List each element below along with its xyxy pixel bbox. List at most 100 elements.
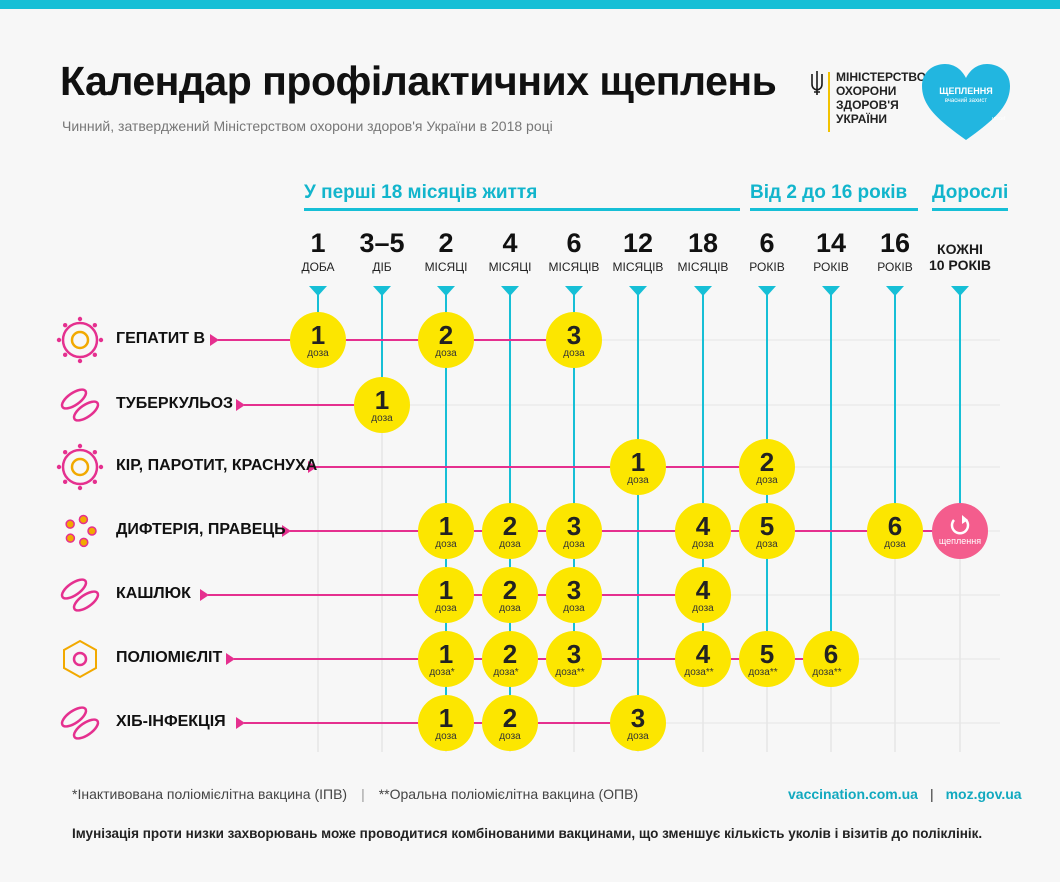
age-column-header: 4 МІСЯЦІ bbox=[470, 228, 550, 274]
dose-number: 1 bbox=[631, 447, 645, 477]
virus-spike bbox=[62, 322, 68, 328]
dose-label: доза** bbox=[684, 667, 713, 678]
bacterium-shape bbox=[60, 388, 88, 410]
section-2-16-years: Від 2 до 16 років bbox=[750, 182, 908, 203]
measles-icon bbox=[56, 443, 104, 491]
age-unit: ДОБА bbox=[301, 260, 335, 274]
dose-marker bbox=[675, 567, 731, 623]
footnote-ipv: *Інактивована поліомієлітна вакцина (ІПВ… bbox=[72, 786, 348, 802]
virus-spike bbox=[92, 322, 98, 328]
column-marker-triangle bbox=[373, 286, 391, 296]
dose-marker bbox=[418, 503, 474, 559]
dose-number: 2 bbox=[503, 511, 517, 541]
diphtheria-icon bbox=[65, 514, 97, 548]
link-vaccination[interactable]: vaccination.com.ua bbox=[788, 786, 918, 802]
row-arrow-icon bbox=[282, 525, 291, 537]
dose-marker bbox=[739, 439, 795, 495]
bacterium-shape bbox=[60, 706, 88, 728]
age-column-header: 12 МІСЯЦІВ bbox=[598, 228, 678, 274]
age-column-header: 2 МІСЯЦІ bbox=[406, 228, 486, 274]
age-unit: РОКІВ bbox=[877, 260, 913, 274]
dose-marker bbox=[675, 503, 731, 559]
dose-marker bbox=[739, 631, 795, 687]
disease-name: ДИФТЕРІЯ, ПРАВЕЦЬ bbox=[116, 521, 286, 538]
dose-marker bbox=[418, 631, 474, 687]
dose-label: доза bbox=[563, 539, 585, 550]
hib-icon bbox=[60, 706, 100, 740]
top-accent-bar bbox=[0, 0, 1060, 9]
virus-shape bbox=[61, 321, 99, 359]
dose-label: доза bbox=[692, 539, 714, 550]
particle-shape bbox=[65, 533, 76, 543]
pertussis-icon bbox=[60, 578, 100, 612]
dose-marker bbox=[867, 503, 923, 559]
virus-spike bbox=[98, 337, 104, 343]
core-shape bbox=[72, 651, 88, 667]
dose-label: доза bbox=[627, 731, 649, 742]
page-title: Календар профілактичних щеплень bbox=[60, 58, 777, 104]
dose-number: 5 bbox=[760, 511, 774, 541]
ministry-line: МІНІСТЕРСТВО bbox=[836, 70, 927, 84]
footnotes: *Інактивована поліомієлітна вакцина (ІПВ… bbox=[72, 786, 638, 802]
dose-marker bbox=[482, 503, 538, 559]
virus-spike bbox=[56, 464, 62, 470]
combined-vaccines-note: Імунізація проти низки захворювань може … bbox=[72, 826, 983, 841]
dose-label: доза bbox=[499, 603, 521, 614]
dose-number: 1 bbox=[439, 639, 453, 669]
ministry-line: ЗДОРОВ'Я bbox=[836, 98, 899, 112]
dose-number: 2 bbox=[503, 575, 517, 605]
age-unit: РОКІВ bbox=[749, 260, 785, 274]
column-marker-triangle bbox=[886, 286, 904, 296]
dose-number: 3 bbox=[567, 511, 581, 541]
dose-label: доза bbox=[563, 603, 585, 614]
virus-spike bbox=[92, 352, 98, 358]
age-column-header: 6 РОКІВ bbox=[727, 228, 807, 274]
dose-marker bbox=[610, 439, 666, 495]
dose-number: 3 bbox=[631, 703, 645, 733]
link-moz[interactable]: moz.gov.ua bbox=[945, 786, 1022, 802]
column-marker-triangle bbox=[822, 286, 840, 296]
section-underline bbox=[304, 208, 740, 211]
dose-number: 2 bbox=[503, 703, 517, 733]
virus-spike bbox=[92, 479, 98, 485]
column-marker-triangle bbox=[951, 286, 969, 296]
repeat-icon bbox=[950, 519, 970, 535]
dose-marker bbox=[482, 567, 538, 623]
row-arrow-icon bbox=[200, 589, 209, 601]
dose-number: 4 bbox=[696, 511, 711, 541]
age-number: 6 bbox=[566, 228, 582, 258]
ministry-name: МІНІСТЕРСТВО ОХОРОНИ ЗДОРОВ'Я УКРАЇНИ bbox=[836, 70, 927, 126]
age-column-header: 16 РОКІВ bbox=[855, 228, 935, 274]
dose-number: 6 bbox=[888, 511, 902, 541]
ministry-divider bbox=[828, 72, 830, 132]
age-number: КОЖНІ bbox=[937, 241, 983, 257]
booster-label: щеплення bbox=[939, 536, 981, 546]
dose-label: доза bbox=[756, 475, 778, 486]
virus-spike bbox=[56, 337, 62, 343]
column-marker-triangle bbox=[565, 286, 583, 296]
dose-number: 3 bbox=[567, 575, 581, 605]
age-number: 18 bbox=[687, 228, 719, 258]
dose-marker bbox=[418, 312, 474, 368]
age-number: 6 bbox=[759, 228, 775, 258]
dose-label: доза bbox=[307, 348, 329, 359]
dose-number: 5 bbox=[760, 639, 774, 669]
age-unit: МІСЯЦІ bbox=[488, 260, 532, 274]
dose-marker bbox=[546, 567, 602, 623]
ministry-line: УКРАЇНИ bbox=[836, 112, 888, 126]
dose-marker bbox=[803, 631, 859, 687]
section-underline bbox=[750, 208, 918, 211]
virus-spike bbox=[77, 358, 83, 364]
virus-spike bbox=[62, 352, 68, 358]
virus-spike bbox=[98, 464, 104, 470]
particle-shape bbox=[79, 537, 89, 548]
dose-marker bbox=[418, 567, 474, 623]
age-number: 3–5 bbox=[359, 228, 405, 258]
virus-spike bbox=[77, 485, 83, 491]
dose-label: доза* bbox=[429, 667, 454, 678]
tuberculosis-icon bbox=[60, 388, 100, 422]
dose-number: 1 bbox=[439, 575, 453, 605]
age-number: 16 bbox=[879, 228, 911, 258]
column-marker-triangle bbox=[501, 286, 519, 296]
disease-name: ТУБЕРКУЛЬОЗ bbox=[116, 395, 234, 412]
